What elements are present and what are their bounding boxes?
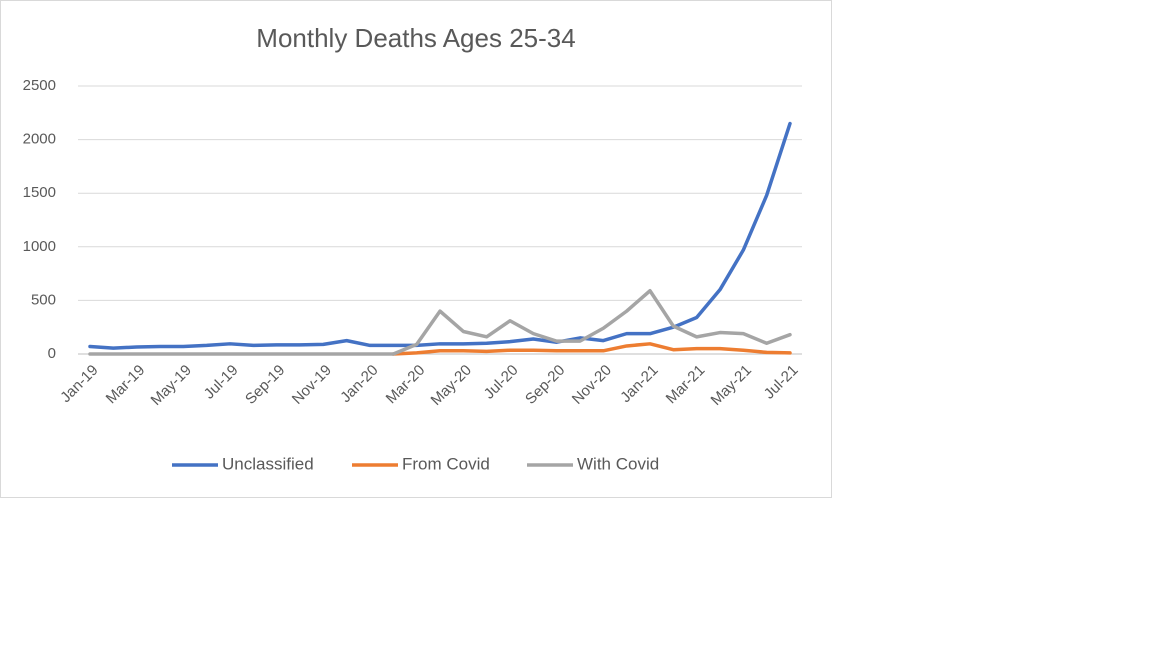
legend-label: With Covid [577, 454, 659, 473]
y-tick-label: 2500 [23, 77, 56, 94]
legend-item: With Covid [527, 454, 659, 473]
chart-frame [0, 0, 832, 498]
y-tick-label: 2000 [23, 131, 56, 148]
y-tick-label: 0 [48, 345, 56, 362]
legend-label: Unclassified [222, 454, 314, 473]
legend-item: Unclassified [172, 454, 314, 473]
y-tick-label: 1000 [23, 238, 56, 255]
y-tick-label: 500 [31, 291, 56, 308]
chart-title: Monthly Deaths Ages 25-34 [256, 23, 575, 53]
series-line [391, 342, 792, 356]
legend-label: From Covid [402, 454, 490, 473]
series-line [88, 289, 792, 356]
y-tick-label: 1500 [23, 184, 56, 201]
legend-item: From Covid [352, 454, 490, 473]
